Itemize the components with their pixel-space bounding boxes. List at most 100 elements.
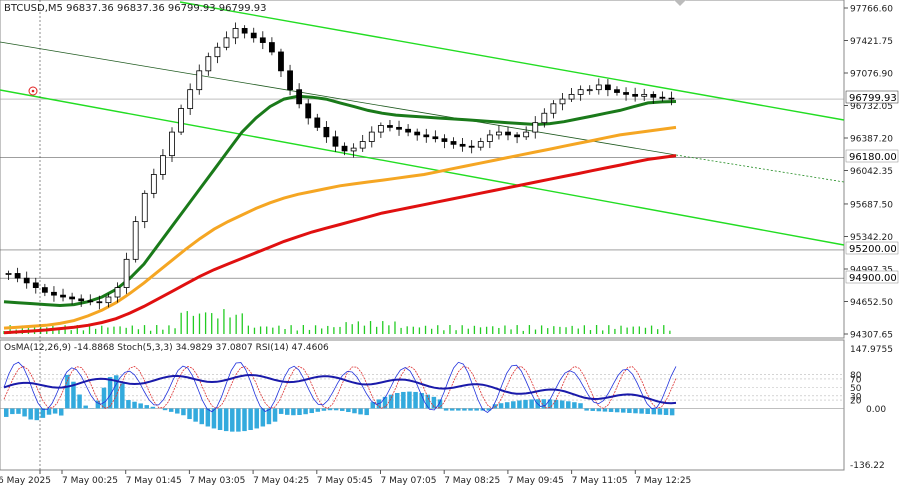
osma-bar xyxy=(132,401,137,409)
candle-body xyxy=(87,300,94,303)
candle-body xyxy=(278,51,284,72)
candle-body xyxy=(323,126,330,138)
osma-bar xyxy=(291,408,296,416)
candle-body xyxy=(223,37,230,48)
candle-body xyxy=(314,117,321,128)
candle-body xyxy=(214,46,221,58)
osma-bar xyxy=(401,391,406,409)
candle-body xyxy=(332,136,339,147)
candle-body xyxy=(532,122,539,133)
candle-body xyxy=(241,28,248,34)
osma-bar xyxy=(541,399,547,409)
candle-body xyxy=(396,126,402,130)
candle-body xyxy=(169,131,175,157)
osma-bar xyxy=(22,408,27,417)
osma-bar xyxy=(297,408,302,415)
osma-bar xyxy=(553,399,559,409)
shift-marker-icon[interactable] xyxy=(674,0,686,6)
osma-bar xyxy=(449,408,455,411)
candle-body xyxy=(69,296,76,300)
candle-body xyxy=(632,93,639,97)
osma-bar xyxy=(120,383,125,409)
price-axis-label: 96042.35 xyxy=(850,167,893,177)
osma-bar xyxy=(4,408,9,417)
osma-bar xyxy=(83,405,88,409)
candle-body xyxy=(477,141,484,148)
osma-bar xyxy=(572,402,577,409)
candle-body xyxy=(23,277,30,284)
candle-body xyxy=(423,134,430,138)
osma-bar xyxy=(254,408,259,429)
channel-upper-line xyxy=(179,1,845,121)
osma-bar xyxy=(248,408,253,431)
candle-body xyxy=(160,155,166,175)
candle-body xyxy=(595,84,602,91)
time-axis-label: 6 May 2025 xyxy=(0,476,51,486)
candle-body xyxy=(432,136,439,140)
candle-body xyxy=(350,147,357,152)
candle-body xyxy=(196,70,203,91)
candle-body xyxy=(577,89,584,95)
candle-body xyxy=(614,89,620,93)
candle-body xyxy=(150,174,157,194)
candle-body xyxy=(51,291,57,296)
osma-bar xyxy=(511,401,516,409)
osma-bar xyxy=(621,408,626,413)
osma-bar xyxy=(504,402,510,409)
osma-bar xyxy=(211,408,217,429)
osma-bar xyxy=(175,408,180,414)
candle-body xyxy=(187,89,194,109)
candle-body xyxy=(41,287,48,293)
candle-body xyxy=(296,89,303,105)
osma-bar xyxy=(10,408,15,415)
price-axis-label: 97766.60 xyxy=(850,5,893,15)
candle-body xyxy=(659,96,666,99)
channel-lower-line xyxy=(0,89,845,246)
osma-bar xyxy=(150,406,156,409)
osma-bar xyxy=(627,408,632,413)
osma-bar xyxy=(352,408,357,414)
osma-bar xyxy=(113,375,119,409)
candle-body xyxy=(5,273,12,275)
osma-bar xyxy=(547,399,553,409)
osma-bar xyxy=(327,408,333,411)
candle-body xyxy=(32,282,39,288)
indicator-axis-label: 30 xyxy=(850,392,862,402)
candle-body xyxy=(78,298,85,302)
osma-bar xyxy=(28,408,33,420)
osma-bar xyxy=(138,403,143,409)
time-axis-label: 7 May 09:45 xyxy=(508,476,564,486)
candle-body xyxy=(523,131,530,138)
osma-bar xyxy=(199,408,204,425)
osma-bar xyxy=(578,403,583,409)
osma-bar xyxy=(309,408,314,414)
candle-body xyxy=(568,93,575,100)
candle-body xyxy=(341,145,348,152)
osma-bar xyxy=(358,408,363,415)
candle-body xyxy=(586,89,593,92)
indicator-axis-label: 50 xyxy=(850,384,862,394)
osma-bar xyxy=(388,394,394,409)
price-axis-label: 94652.50 xyxy=(850,298,893,308)
candle-body xyxy=(641,93,648,97)
candle-body xyxy=(305,103,312,119)
price-tag-level3: 94900.00 xyxy=(845,270,899,284)
candle-body xyxy=(205,56,212,72)
indicator-axis-label: 20 xyxy=(850,397,862,407)
osma-bar xyxy=(394,393,400,409)
osma-bar xyxy=(608,408,614,412)
osma-bar xyxy=(669,408,675,416)
osma-bar xyxy=(346,408,351,413)
price-axis-label: 94307.65 xyxy=(850,331,893,341)
candle-body xyxy=(359,141,366,149)
alert-marker-icon[interactable] xyxy=(28,86,38,96)
osma-bar xyxy=(101,387,107,409)
osma-bar xyxy=(645,408,650,414)
price-axis-label: 97421.75 xyxy=(850,37,893,47)
osma-bar xyxy=(364,408,369,416)
candle-body xyxy=(514,134,520,138)
osma-bar xyxy=(657,408,663,415)
